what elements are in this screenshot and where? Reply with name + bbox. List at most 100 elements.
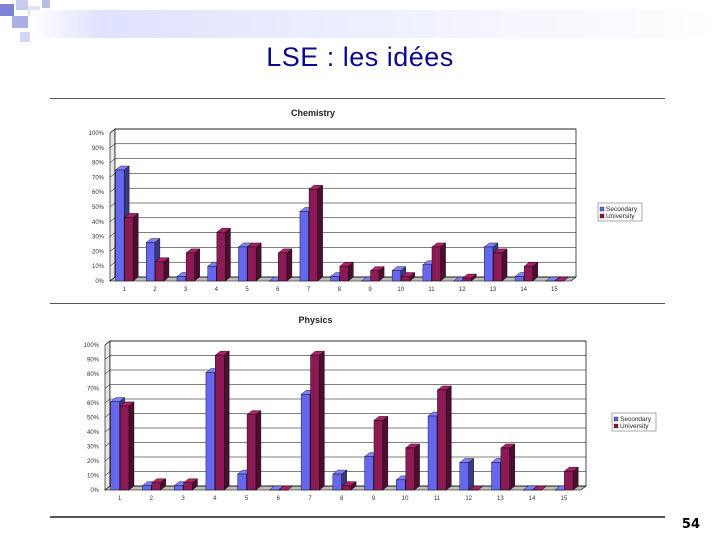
- x-tick-label: 5: [245, 496, 249, 502]
- gridline-wall: [104, 384, 111, 389]
- y-tick-label: 60%: [87, 401, 100, 407]
- y-tick-label: 100%: [84, 343, 100, 349]
- y-tick-label: 60%: [92, 190, 105, 196]
- gridline-wall: [104, 471, 111, 476]
- x-tick-label: 14: [520, 287, 527, 293]
- x-tick-label: 13: [490, 287, 497, 293]
- legend-swatch: [613, 423, 619, 429]
- x-tick-label: 8: [338, 287, 342, 293]
- x-tick-label: 15: [561, 496, 568, 502]
- bar-university: [500, 443, 516, 491]
- y-tick-label: 90%: [92, 146, 105, 152]
- bar-university: [154, 257, 170, 282]
- y-tick-label: 10%: [87, 474, 100, 480]
- x-tick-label: 7: [308, 496, 312, 502]
- gridline-wall: [109, 202, 116, 208]
- x-tick-label: 4: [215, 287, 219, 293]
- top-rule: [50, 98, 665, 99]
- bar-university: [405, 443, 421, 491]
- gridline-wall: [109, 276, 116, 282]
- gridline-wall: [104, 369, 111, 375]
- x-tick-label: 8: [340, 496, 344, 502]
- y-tick-label: 80%: [92, 161, 105, 167]
- header-band: [30, 10, 720, 38]
- middle-rule: [50, 303, 665, 304]
- page-number: 54: [681, 517, 700, 532]
- bar-university: [436, 385, 452, 491]
- gridline-wall: [104, 398, 111, 404]
- y-tick-label: 70%: [92, 175, 105, 181]
- x-tick-label: 1: [122, 287, 126, 293]
- y-tick-label: 70%: [87, 387, 100, 393]
- gridline-wall: [109, 173, 116, 178]
- bar-university: [554, 276, 570, 282]
- bar-university: [369, 266, 385, 282]
- bar-university: [373, 415, 389, 491]
- x-tick-label: 12: [465, 496, 472, 502]
- x-tick-label: 2: [150, 496, 154, 502]
- x-tick-label: 11: [428, 287, 435, 293]
- bar-university: [124, 212, 139, 282]
- gridline-wall: [109, 247, 116, 252]
- bar-university: [182, 478, 199, 491]
- legend-entry: University: [606, 213, 635, 220]
- x-tick-label: 11: [434, 496, 441, 502]
- gridline-wall: [104, 413, 111, 418]
- bar-university: [278, 485, 294, 491]
- y-tick-label: 80%: [87, 372, 100, 378]
- legend-swatch: [599, 213, 605, 219]
- bar-university: [308, 184, 324, 282]
- x-tick-label: 6: [276, 287, 280, 293]
- gridline-wall: [109, 158, 116, 163]
- bar-university: [151, 478, 167, 491]
- bar-secondary: [522, 485, 538, 491]
- slide-title: LSE : les idées: [266, 42, 454, 72]
- y-tick-label: 0%: [95, 279, 104, 285]
- y-tick-label: 20%: [87, 459, 100, 465]
- gridline-wall: [109, 262, 116, 267]
- y-tick-label: 30%: [92, 235, 105, 241]
- y-tick-label: 40%: [87, 430, 100, 436]
- bar-university: [247, 242, 262, 282]
- bar-university: [341, 481, 357, 491]
- y-tick-label: 50%: [87, 416, 100, 422]
- gridline-wall: [109, 188, 116, 193]
- bar-university: [246, 410, 262, 491]
- bar-university: [400, 272, 416, 282]
- y-tick-label: 100%: [89, 131, 105, 137]
- bar-university: [492, 248, 508, 282]
- physics-chart: 0% 10% 20% 30% 40% 50% 60% 70% 80% 90% 100% Physics…: [84, 315, 657, 502]
- bar-university: [214, 350, 230, 491]
- x-tick-label: 3: [184, 287, 188, 293]
- y-tick-label: 90%: [87, 358, 100, 364]
- x-tick-label: 12: [459, 287, 466, 293]
- gridline-wall: [104, 456, 111, 462]
- y-tick-label: 50%: [92, 205, 105, 211]
- bar-university: [309, 350, 325, 491]
- legend-swatch: [613, 416, 619, 422]
- gridline-wall: [109, 217, 116, 222]
- legend-entry: Secondary: [606, 206, 638, 213]
- gridline-wall: [109, 143, 116, 148]
- bar-secondary: [268, 485, 284, 491]
- legend-swatch: [599, 206, 605, 212]
- bar-university: [431, 242, 447, 282]
- x-tick-label: 2: [153, 287, 157, 293]
- chemistry-chart: 0% 10% 20% 30% 40% 50% 60% 70% 80% 90% 100% Chemist…: [89, 108, 643, 293]
- gridline-wall: [104, 355, 111, 360]
- x-tick-label: 9: [372, 496, 376, 502]
- bar-secondary: [459, 458, 475, 491]
- x-tick-label: 4: [213, 496, 217, 502]
- bottom-rule: [50, 516, 665, 518]
- y-tick-label: 20%: [92, 249, 105, 255]
- x-tick-label: 5: [245, 287, 249, 293]
- x-tick-label: 1: [118, 496, 122, 502]
- gridline-wall: [104, 485, 111, 491]
- x-tick-label: 3: [181, 496, 185, 502]
- legend-box: [597, 202, 643, 222]
- x-tick-label: 10: [397, 287, 404, 293]
- legend-box: [611, 412, 657, 432]
- legend-entry: University: [620, 423, 649, 430]
- bar-university: [468, 485, 484, 491]
